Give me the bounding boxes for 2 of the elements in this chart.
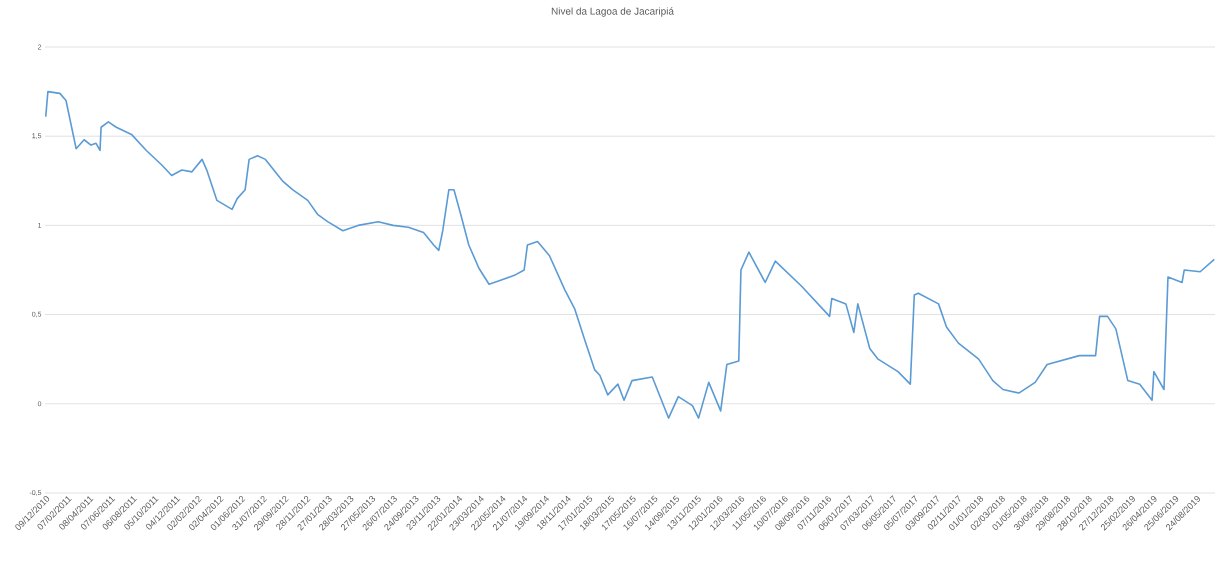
line-series — [44, 90, 1216, 419]
chart-title: Nivel da Lagoa de Jacaripiá — [551, 7, 674, 17]
